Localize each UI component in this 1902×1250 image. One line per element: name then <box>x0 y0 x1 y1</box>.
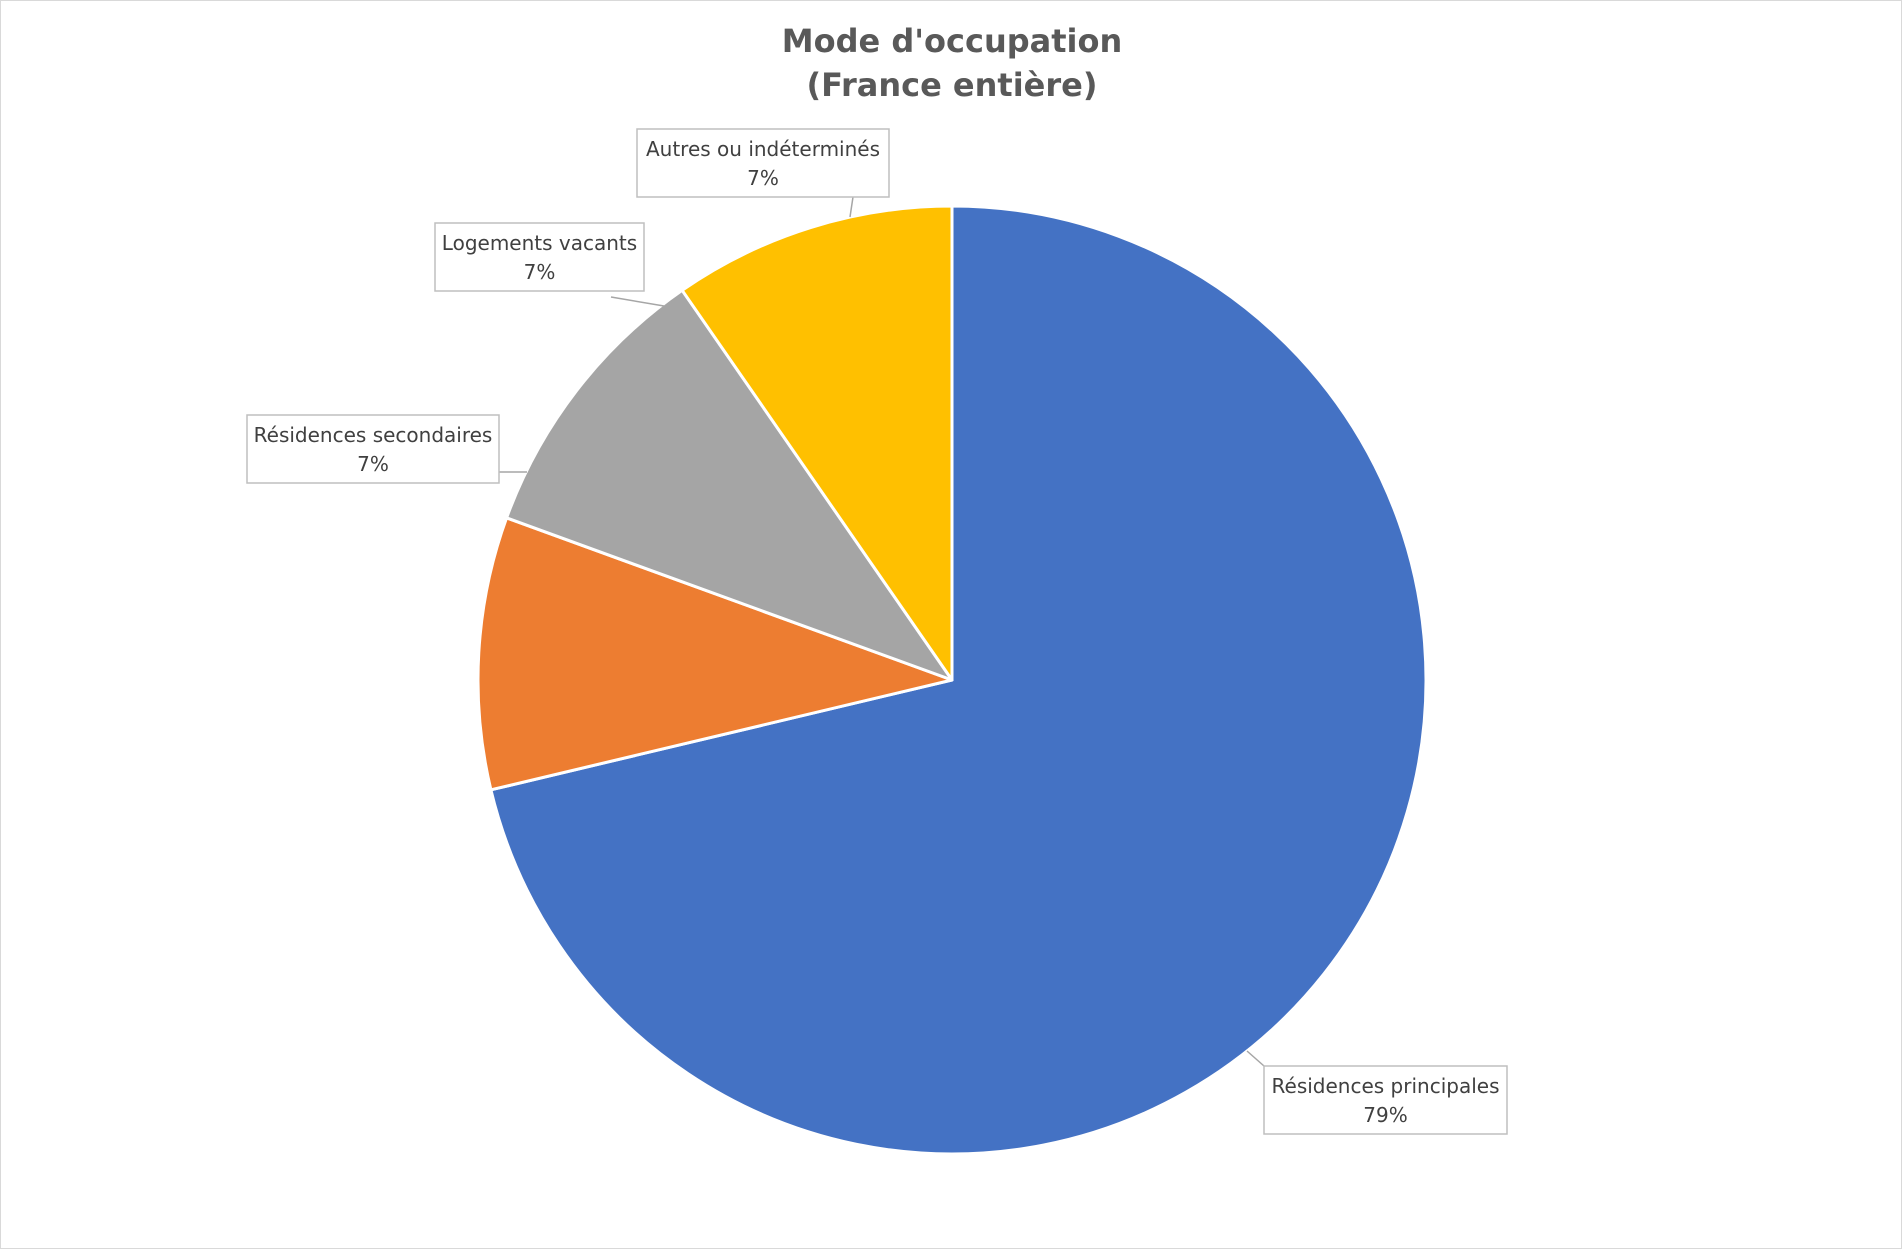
pie-slice-autres-ou-indetermines <box>680 204 954 682</box>
pie-slices <box>476 204 1428 1156</box>
callout-box-autres-ou-indetermines <box>636 128 890 198</box>
data-label-category-residences-principales: Résidences principales <box>1272 1074 1500 1098</box>
pie-slice-residences-secondaires <box>476 516 954 792</box>
data-label-value-autres-ou-indetermines: 7% <box>747 166 779 190</box>
data-label-category-logements-vacants: Logements vacants <box>442 231 637 255</box>
leader-line-residences-principales <box>1246 1050 1265 1067</box>
callout-box-residences-principales <box>1263 1065 1508 1135</box>
data-label-category-autres-ou-indetermines: Autres ou indéterminés <box>646 137 880 161</box>
leader-line-autres-ou-indetermines <box>849 196 854 218</box>
data-callouts: Résidences principales 79% Résidences seco… <box>246 128 1508 1135</box>
chart-title-line-1: Mode d'occupation <box>781 22 1123 60</box>
chart-title: Mode d'occupation (France entière) <box>1 19 1902 107</box>
data-label-value-logements-vacants: 7% <box>524 260 556 284</box>
leader-lines <box>499 196 1265 1067</box>
data-label-value-residences-principales: 79% <box>1363 1103 1407 1127</box>
callout-box-logements-vacants <box>434 222 645 292</box>
data-label-value-residences-secondaires: 7% <box>357 452 389 476</box>
data-label-category-residences-secondaires: Résidences secondaires <box>254 423 493 447</box>
leader-line-logements-vacants <box>610 296 665 307</box>
pie-slice-residences-principales <box>489 204 1428 1156</box>
callout-box-residences-secondaires <box>246 414 500 484</box>
chart-title-line-2: (France entière) <box>806 66 1098 104</box>
